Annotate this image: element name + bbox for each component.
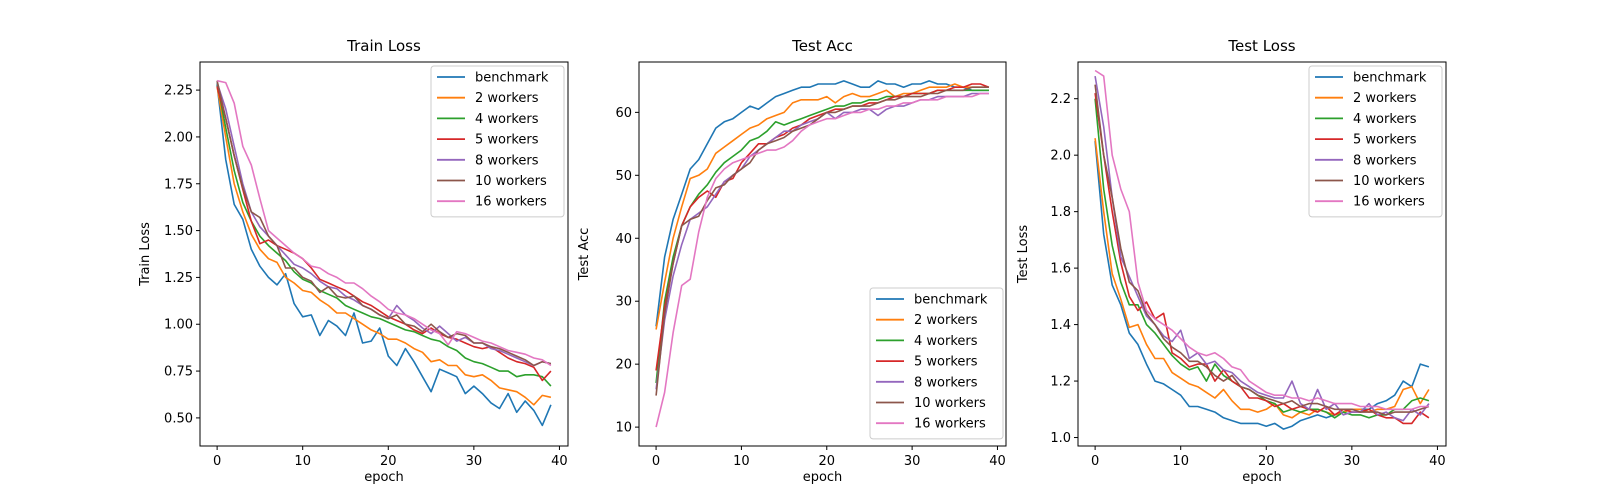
- legend-entry: 4 workers: [475, 112, 539, 127]
- chart-title: Test Loss: [1227, 37, 1295, 55]
- series-line-16-workers: [655, 92, 989, 428]
- legend-entry: benchmark: [1353, 71, 1427, 86]
- series-line-8-workers: [1094, 75, 1430, 422]
- y-tick-label: 1.2: [1050, 375, 1071, 390]
- legend-box: [869, 287, 1004, 440]
- y-tick-label: 1.8: [1050, 205, 1071, 220]
- y-tick-label: 0.75: [164, 365, 193, 380]
- y-tick-label: 1.00: [164, 318, 193, 333]
- series-line-16-workers: [1094, 69, 1429, 411]
- legend-entry: 16 workers: [1353, 195, 1425, 210]
- legend-entry: benchmark: [475, 71, 549, 86]
- legend: benchmark 2 workers 4 workers 5 workers 8 wo…: [869, 287, 1004, 440]
- chart-panel-3: 0 10 20 30 40 1.0 1.2 1.4 1.6 1.8 2.0 2.2 Test Loss e…: [1016, 37, 1447, 485]
- y-tick-label: 1.50: [164, 224, 193, 239]
- y-tick-label: 2.00: [164, 130, 193, 145]
- legend-entry: 5 workers: [475, 133, 539, 148]
- x-tick-label: 30: [466, 454, 483, 469]
- legend-entry: 2 workers: [914, 313, 978, 328]
- y-tick-label: 1.0: [1050, 431, 1071, 446]
- x-tick-label: 0: [652, 454, 660, 469]
- series-line-2-workers: [216, 86, 552, 406]
- legend-entry: 2 workers: [475, 91, 539, 106]
- chart-title: Train Loss: [346, 37, 421, 55]
- series-line-4-workers: [1094, 98, 1430, 419]
- x-tick-label: 10: [1172, 454, 1189, 469]
- x-tick-label: 40: [989, 454, 1006, 469]
- y-tick-label: 2.2: [1050, 92, 1071, 107]
- x-axis-label: epoch: [364, 470, 404, 485]
- series-line-4-workers: [216, 82, 552, 387]
- legend-entry: 4 workers: [1353, 112, 1417, 127]
- legend-entry: 2 workers: [1353, 91, 1417, 106]
- y-axis-label: Test Acc: [577, 228, 592, 282]
- y-tick-label: 20: [615, 358, 632, 373]
- chart-title: Test Acc: [791, 37, 853, 55]
- plot-frame: [199, 61, 569, 447]
- y-tick-label: 2.25: [164, 84, 193, 99]
- y-tick-label: 50: [615, 169, 632, 184]
- y-tick-label: 30: [615, 295, 632, 310]
- legend-entry: 10 workers: [475, 174, 547, 189]
- y-tick-label: 10: [615, 421, 632, 436]
- plot-frame: [638, 61, 1007, 447]
- y-tick-label: 1.25: [164, 271, 193, 286]
- y-tick-label: 0.50: [164, 411, 193, 426]
- x-axis-label: epoch: [1242, 470, 1282, 485]
- y-tick-label: 2.0: [1050, 149, 1071, 164]
- y-tick-label: 1.75: [164, 177, 193, 192]
- legend-entry: 5 workers: [1353, 133, 1417, 148]
- legend: benchmark 2 workers 4 workers 5 workers 8 wo…: [1308, 65, 1443, 218]
- x-tick-label: 10: [294, 454, 311, 469]
- x-tick-label: 20: [1258, 454, 1275, 469]
- y-tick-label: 1.4: [1050, 318, 1071, 333]
- x-tick-label: 40: [551, 454, 568, 469]
- x-axis-label: epoch: [803, 470, 843, 485]
- series-line-benchmark: [216, 84, 552, 427]
- y-tick-label: 1.6: [1050, 262, 1071, 277]
- legend-entry: 16 workers: [475, 195, 547, 210]
- legend-entry: 8 workers: [1353, 153, 1417, 168]
- legend: benchmark 2 workers 4 workers 5 workers 8 wo…: [430, 65, 565, 218]
- series-line-2-workers: [1094, 138, 1430, 419]
- y-axis-label: Train Loss: [138, 222, 153, 287]
- legend-entry: 5 workers: [914, 355, 978, 370]
- legend-entry: 8 workers: [475, 153, 539, 168]
- legend-entry: benchmark: [914, 293, 988, 308]
- legend-box: [1308, 65, 1443, 218]
- x-tick-label: 30: [904, 454, 921, 469]
- series-line-10-workers: [216, 80, 552, 367]
- series-line-benchmark: [655, 80, 989, 327]
- series-line-2-workers: [655, 83, 989, 330]
- x-tick-label: 10: [733, 454, 750, 469]
- series-line-16-workers: [216, 79, 552, 367]
- legend-entry: 8 workers: [914, 375, 978, 390]
- legend-entry: 16 workers: [914, 417, 986, 432]
- legend-entry: 4 workers: [914, 334, 978, 349]
- legend-entry: 10 workers: [914, 396, 986, 411]
- x-tick-label: 0: [213, 454, 221, 469]
- chart-panel-1: 0 10 20 30 40 0.50 0.75 1.00 1.25 1.50 1.75 2.00 2.2…: [138, 37, 569, 485]
- x-tick-label: 20: [380, 454, 397, 469]
- series-line-10-workers: [1094, 84, 1430, 416]
- x-tick-label: 0: [1091, 454, 1099, 469]
- x-tick-label: 40: [1429, 454, 1446, 469]
- legend-box: [430, 65, 565, 218]
- y-tick-label: 40: [615, 232, 632, 247]
- x-tick-label: 30: [1344, 454, 1361, 469]
- plot-frame: [1077, 61, 1447, 447]
- series-line-10-workers: [655, 86, 989, 396]
- chart-panel-2: 0 10 20 30 40 10 20 30 40 50 60 Test Acc epoch Test A…: [577, 37, 1007, 485]
- y-tick-label: 60: [615, 106, 632, 121]
- legend-entry: 10 workers: [1353, 174, 1425, 189]
- y-axis-label: Test Loss: [1016, 225, 1031, 284]
- x-tick-label: 20: [818, 454, 835, 469]
